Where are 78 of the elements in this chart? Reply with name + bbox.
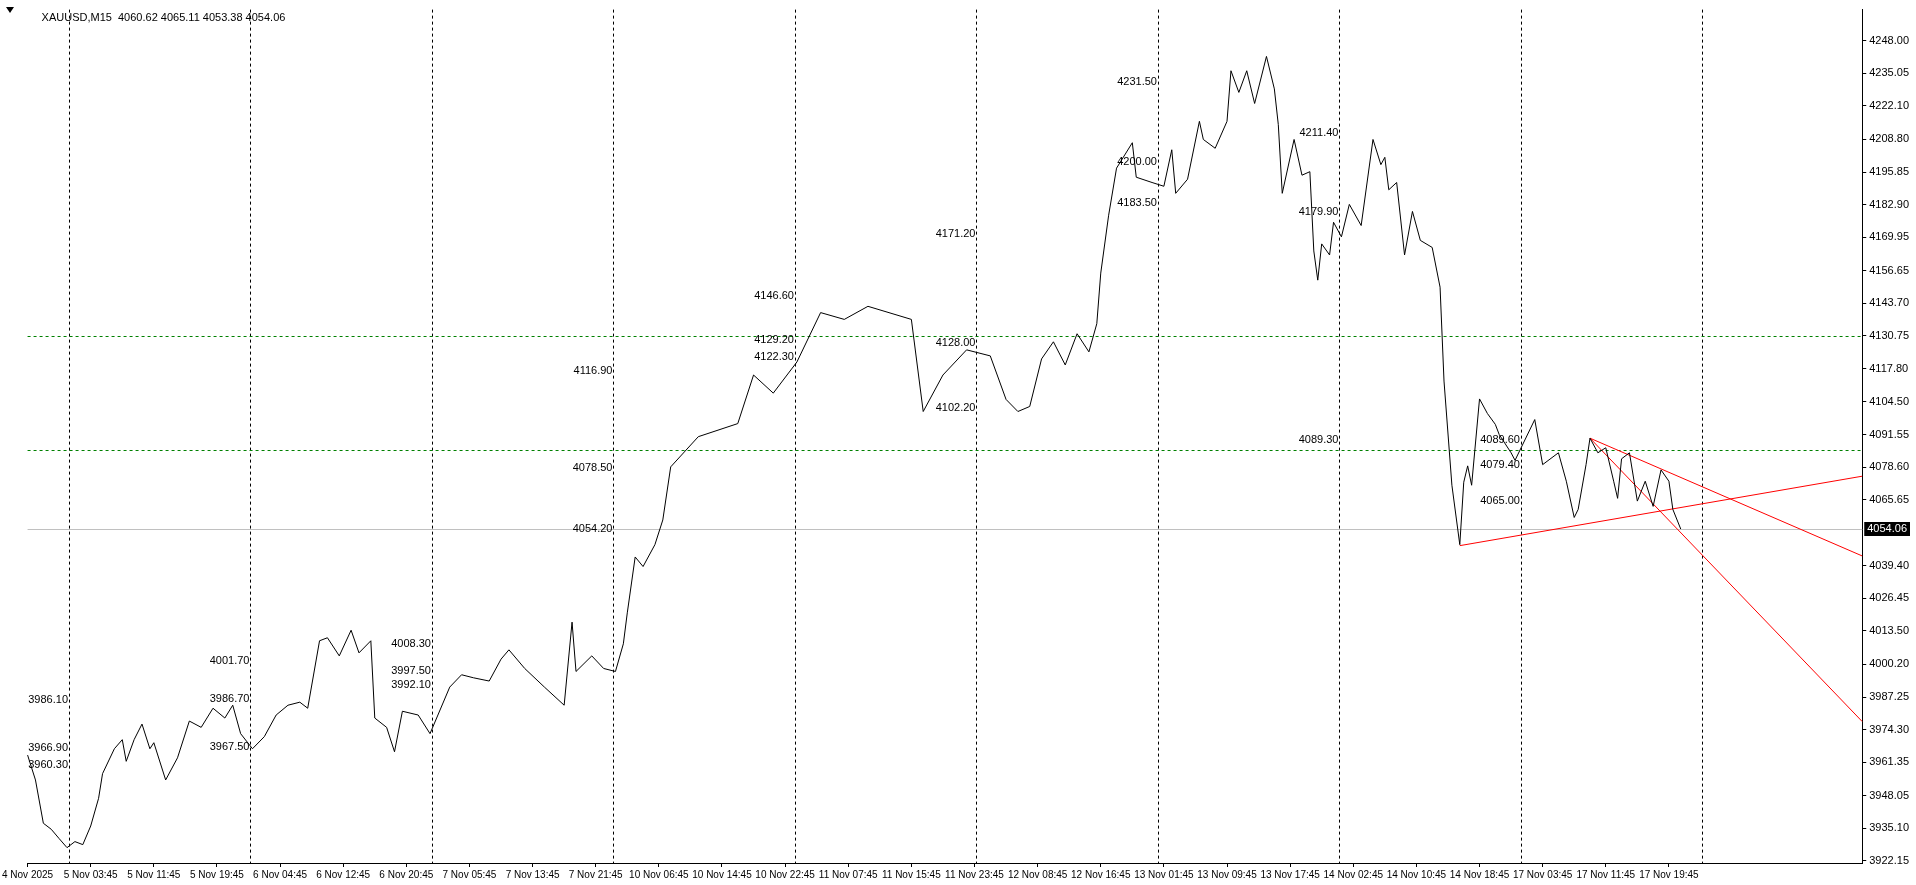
x-tick-label: 17 Nov 11:45 [1576, 868, 1636, 880]
x-tick-label: 13 Nov 17:45 [1260, 868, 1321, 880]
annotation: 4128.00 [935, 335, 976, 348]
annotation: 4183.50 [1117, 196, 1157, 209]
x-tick-label: 5 Nov 03:45 [63, 868, 119, 880]
annotation: 4171.20 [935, 227, 976, 240]
annotation: 3966.90 [28, 741, 68, 754]
annotation: 4089.30 [1298, 433, 1339, 446]
x-tick-label: 4 Nov 2025 [2, 868, 54, 880]
x-tick-label: 17 Nov 03:45 [1512, 868, 1573, 880]
x-tick-label: 13 Nov 09:45 [1197, 868, 1258, 880]
annotation: 4078.50 [572, 460, 613, 473]
annotation: 3997.50 [391, 664, 431, 677]
x-tick-label: 17 Nov 19:45 [1639, 868, 1700, 880]
y-tick-label: 4000.20 [1869, 657, 1909, 670]
annotation: 4129.20 [754, 332, 794, 345]
y-tick-label: 3948.05 [1869, 788, 1909, 801]
annotation: 4008.30 [391, 637, 431, 650]
annotation: 4146.60 [754, 289, 794, 302]
annotation: 4079.40 [1480, 458, 1520, 471]
annotation: 3986.70 [209, 691, 250, 704]
y-tick-label: 4104.50 [1869, 394, 1909, 407]
y-tick-label: 4208.80 [1869, 132, 1909, 145]
annotation: 4211.40 [1299, 126, 1339, 139]
annotation: 4122.30 [754, 350, 794, 363]
y-tick-label: 4156.65 [1869, 263, 1909, 276]
x-tick-label: 10 Nov 22:45 [755, 868, 816, 880]
x-tick-label: 11 Nov 15:45 [881, 868, 942, 880]
annotation: 4231.50 [1117, 75, 1157, 88]
x-tick-label: 14 Nov 10:45 [1386, 868, 1447, 880]
y-tick-label: 4117.80 [1869, 361, 1909, 374]
y-tick-label: 4248.00 [1869, 33, 1909, 46]
y-tick-label: 4039.40 [1869, 558, 1909, 571]
annotation: 3986.10 [28, 693, 68, 706]
y-tick-label: 4065.65 [1869, 492, 1909, 505]
x-tick-label: 10 Nov 06:45 [629, 868, 690, 880]
x-tick-label: 7 Nov 13:45 [505, 868, 560, 880]
annotation: 4102.20 [935, 400, 976, 413]
x-tick-label: 7 Nov 05:45 [442, 868, 497, 880]
annotation: 4054.20 [572, 521, 613, 534]
y-tick-label: 3935.10 [1869, 821, 1909, 834]
y-tick-label: 4013.50 [1869, 624, 1909, 636]
y-tick-label: 4143.70 [1869, 296, 1909, 309]
chart-title: XAUUSD,M15 4060.62 4065.11 4053.38 4054.06 [41, 11, 286, 24]
x-tick-label: 11 Nov 23:45 [945, 868, 1005, 880]
x-tick-label: 12 Nov 08:45 [1007, 868, 1068, 880]
annotation: 3992.10 [391, 677, 431, 690]
x-tick-label: 10 Nov 14:45 [692, 868, 753, 880]
y-tick-label: 4130.75 [1869, 328, 1909, 341]
y-tick-label: 4195.85 [1869, 165, 1909, 178]
y-tick-label: 3922.15 [1869, 853, 1909, 866]
annotation: 3967.50 [209, 739, 250, 752]
y-tick-label: 4078.60 [1869, 460, 1909, 473]
ref-line-label: 4054.06 [1867, 521, 1907, 534]
x-tick-label: 5 Nov 11:45 [127, 868, 181, 880]
x-tick-label: 5 Nov 19:45 [189, 868, 245, 880]
annotation: 4116.90 [573, 363, 613, 376]
x-tick-label: 11 Nov 07:45 [818, 868, 879, 880]
y-tick-label: 3987.25 [1869, 690, 1909, 703]
y-tick-label: 3974.30 [1869, 722, 1909, 735]
x-tick-label: 6 Nov 12:45 [316, 868, 371, 880]
annotation: 4001.70 [209, 653, 250, 666]
y-tick-label: 4182.90 [1869, 197, 1909, 210]
y-tick-label: 4222.10 [1869, 99, 1909, 112]
y-tick-label: 4235.05 [1869, 66, 1909, 79]
x-tick-label: 12 Nov 16:45 [1071, 868, 1131, 880]
annotation: 4065.00 [1480, 494, 1520, 507]
x-tick-label: 6 Nov 04:45 [253, 868, 308, 880]
x-tick-label: 7 Nov 21:45 [568, 868, 624, 880]
y-tick-label: 4026.45 [1869, 591, 1909, 604]
x-tick-label: 14 Nov 02:45 [1323, 868, 1384, 880]
y-tick-label: 4169.95 [1869, 230, 1909, 243]
y-tick-label: 4091.55 [1869, 427, 1909, 440]
x-tick-label: 14 Nov 18:45 [1449, 868, 1510, 880]
x-tick-label: 6 Nov 20:45 [379, 868, 434, 880]
x-tick-label: 13 Nov 01:45 [1134, 868, 1195, 880]
y-tick-label: 3961.35 [1869, 755, 1909, 768]
annotation: 4179.90 [1298, 205, 1339, 218]
